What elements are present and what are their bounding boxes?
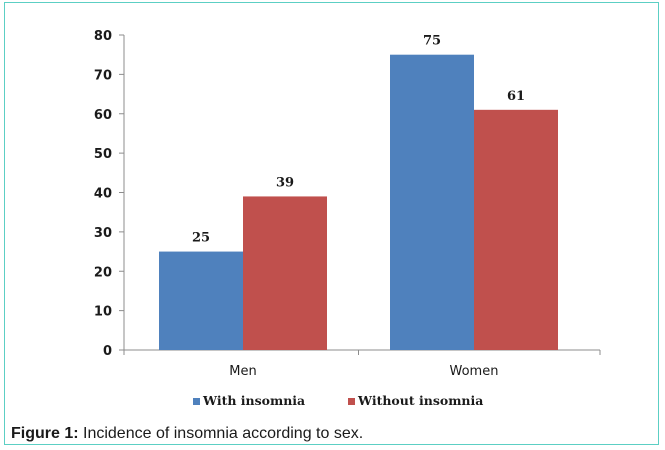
data-label: 25 [192,231,210,246]
bar-chart: 0 10 20 30 40 50 60 70 80 Men Women 25 39 75 61 With … [94,29,601,408]
y-tick-label: 30 [94,226,112,241]
y-tick-label: 50 [94,147,112,162]
figure-caption: Figure 1: Incidence of insomnia accordin… [11,425,363,443]
data-label: 75 [423,34,441,49]
bar [243,196,327,350]
chart-data-labels: 25 39 75 61 [192,34,525,246]
legend-swatch [348,398,355,405]
figure-caption-text: Incidence of insomnia according to sex. [78,425,364,442]
y-tick-label: 70 [94,68,112,83]
bar [159,251,243,350]
y-tick-label: 80 [94,29,112,44]
data-label: 61 [507,89,525,104]
y-tick-label: 40 [94,187,112,202]
bar [390,54,474,350]
bar [474,109,558,350]
x-tick-label: Women [450,364,499,379]
legend-swatch [193,398,200,405]
x-tick-label: Men [229,364,256,379]
data-label: 39 [276,175,294,190]
y-tick-label: 20 [94,265,112,280]
y-tick-label: 10 [94,305,112,320]
legend-label: Without insomnia [357,393,483,408]
y-tick-label: 60 [94,108,112,123]
chart-bars [159,54,558,350]
y-tick-label: 0 [103,344,112,359]
chart-legend: With insomnia Without insomnia [193,393,483,408]
figure-caption-label: Figure 1: [11,425,79,442]
legend-label: With insomnia [202,393,305,408]
